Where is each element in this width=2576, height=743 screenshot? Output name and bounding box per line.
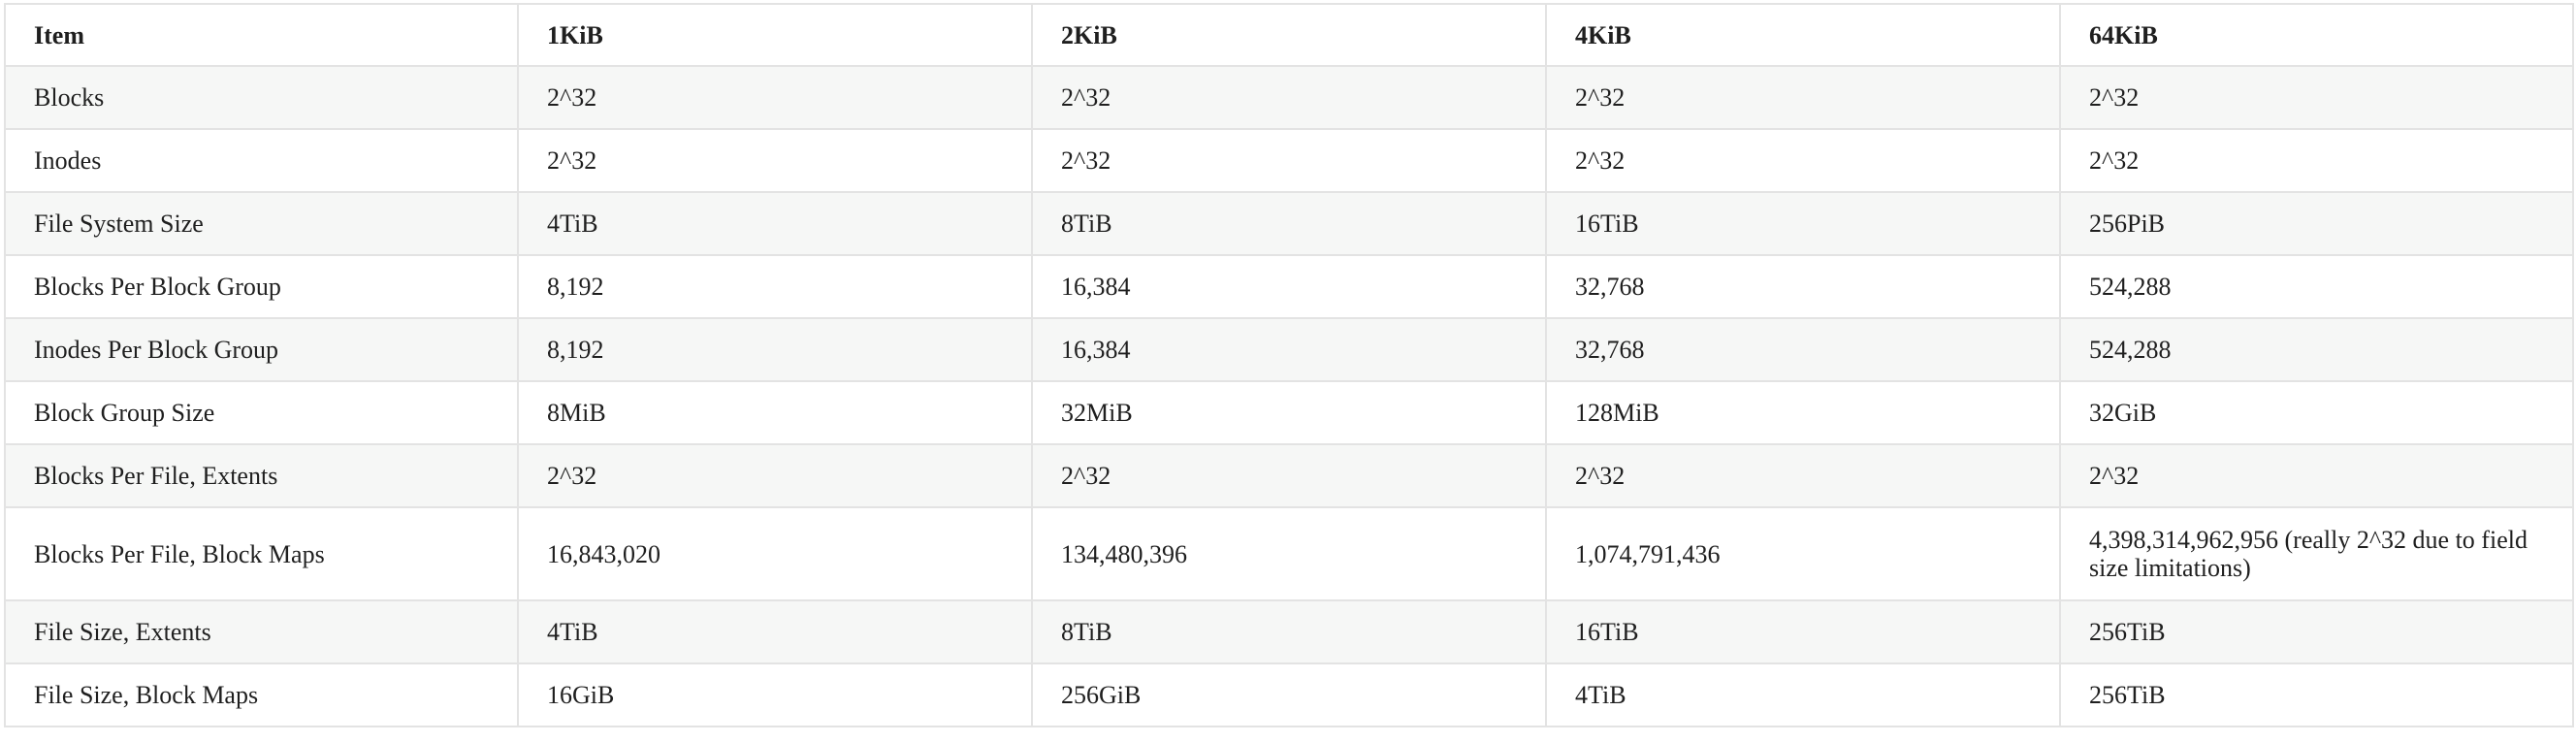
table-cell: 2^32 (2059, 65, 2574, 130)
table-cell: 524,288 (2059, 317, 2574, 382)
row-label: Blocks Per Block Group (4, 254, 519, 319)
table-cell: 2^32 (1031, 128, 1547, 193)
table-cell: 8,192 (517, 254, 1033, 319)
table-cell: 8TiB (1031, 599, 1547, 664)
table-cell: 2^32 (1545, 128, 2061, 193)
table-cell: 16,843,020 (517, 506, 1033, 601)
table-cell: 2^32 (1545, 65, 2061, 130)
table-cell: 2^32 (1031, 443, 1547, 508)
row-label: Blocks Per File, Block Maps (4, 506, 519, 601)
table-row: Inodes Per Block Group 8,192 16,384 32,7… (4, 317, 2574, 382)
row-label: File Size, Block Maps (4, 662, 519, 727)
table-cell: 1,074,791,436 (1545, 506, 2061, 601)
row-label: Blocks (4, 65, 519, 130)
table-header-row: Item 1KiB 2KiB 4KiB 64KiB (4, 3, 2574, 67)
table-cell: 2^32 (1031, 65, 1547, 130)
header-item: Item (4, 3, 519, 67)
table-cell: 16TiB (1545, 191, 2061, 256)
table-cell: 8MiB (517, 380, 1033, 445)
table-cell: 2^32 (1545, 443, 2061, 508)
table-row: File System Size 4TiB 8TiB 16TiB 256PiB (4, 191, 2574, 256)
table-cell: 16,384 (1031, 254, 1547, 319)
table-cell: 32MiB (1031, 380, 1547, 445)
row-label: File System Size (4, 191, 519, 256)
table-cell: 256PiB (2059, 191, 2574, 256)
table-cell: 256GiB (1031, 662, 1547, 727)
table-cell: 2^32 (517, 128, 1033, 193)
table-cell: 2^32 (2059, 443, 2574, 508)
header-64kib: 64KiB (2059, 3, 2574, 67)
table-cell: 4TiB (517, 191, 1033, 256)
table-row: Blocks Per Block Group 8,192 16,384 32,7… (4, 254, 2574, 319)
header-4kib: 4KiB (1545, 3, 2061, 67)
row-label: File Size, Extents (4, 599, 519, 664)
table-cell: 8TiB (1031, 191, 1547, 256)
table-cell: 2^32 (2059, 128, 2574, 193)
header-2kib: 2KiB (1031, 3, 1547, 67)
table-cell: 2^32 (517, 65, 1033, 130)
row-label: Block Group Size (4, 380, 519, 445)
table-cell: 4TiB (517, 599, 1033, 664)
table-cell: 32,768 (1545, 317, 2061, 382)
table-cell: 256TiB (2059, 599, 2574, 664)
table-cell: 4TiB (1545, 662, 2061, 727)
table-cell: 16TiB (1545, 599, 2061, 664)
table-cell: 16GiB (517, 662, 1033, 727)
table-cell: 32,768 (1545, 254, 2061, 319)
data-table-container: Item 1KiB 2KiB 4KiB 64KiB Blocks 2^32 2^… (4, 3, 2574, 727)
row-label: Blocks Per File, Extents (4, 443, 519, 508)
table-row: File Size, Extents 4TiB 8TiB 16TiB 256Ti… (4, 599, 2574, 664)
table-row: Blocks 2^32 2^32 2^32 2^32 (4, 65, 2574, 130)
table-cell: 2^32 (517, 443, 1033, 508)
table-row: Block Group Size 8MiB 32MiB 128MiB 32GiB (4, 380, 2574, 445)
table-cell: 128MiB (1545, 380, 2061, 445)
table-row: Inodes 2^32 2^32 2^32 2^32 (4, 128, 2574, 193)
table-cell: 134,480,396 (1031, 506, 1547, 601)
table-cell: 16,384 (1031, 317, 1547, 382)
table-row: Blocks Per File, Block Maps 16,843,020 1… (4, 506, 2574, 601)
ext4-limits-table: Item 1KiB 2KiB 4KiB 64KiB Blocks 2^32 2^… (4, 3, 2574, 727)
table-cell: 8,192 (517, 317, 1033, 382)
table-cell: 4,398,314,962,956 (really 2^32 due to fi… (2059, 506, 2574, 601)
table-row: File Size, Block Maps 16GiB 256GiB 4TiB … (4, 662, 2574, 727)
row-label: Inodes (4, 128, 519, 193)
table-cell: 32GiB (2059, 380, 2574, 445)
header-1kib: 1KiB (517, 3, 1033, 67)
table-cell: 524,288 (2059, 254, 2574, 319)
table-cell: 256TiB (2059, 662, 2574, 727)
table-row: Blocks Per File, Extents 2^32 2^32 2^32 … (4, 443, 2574, 508)
row-label: Inodes Per Block Group (4, 317, 519, 382)
